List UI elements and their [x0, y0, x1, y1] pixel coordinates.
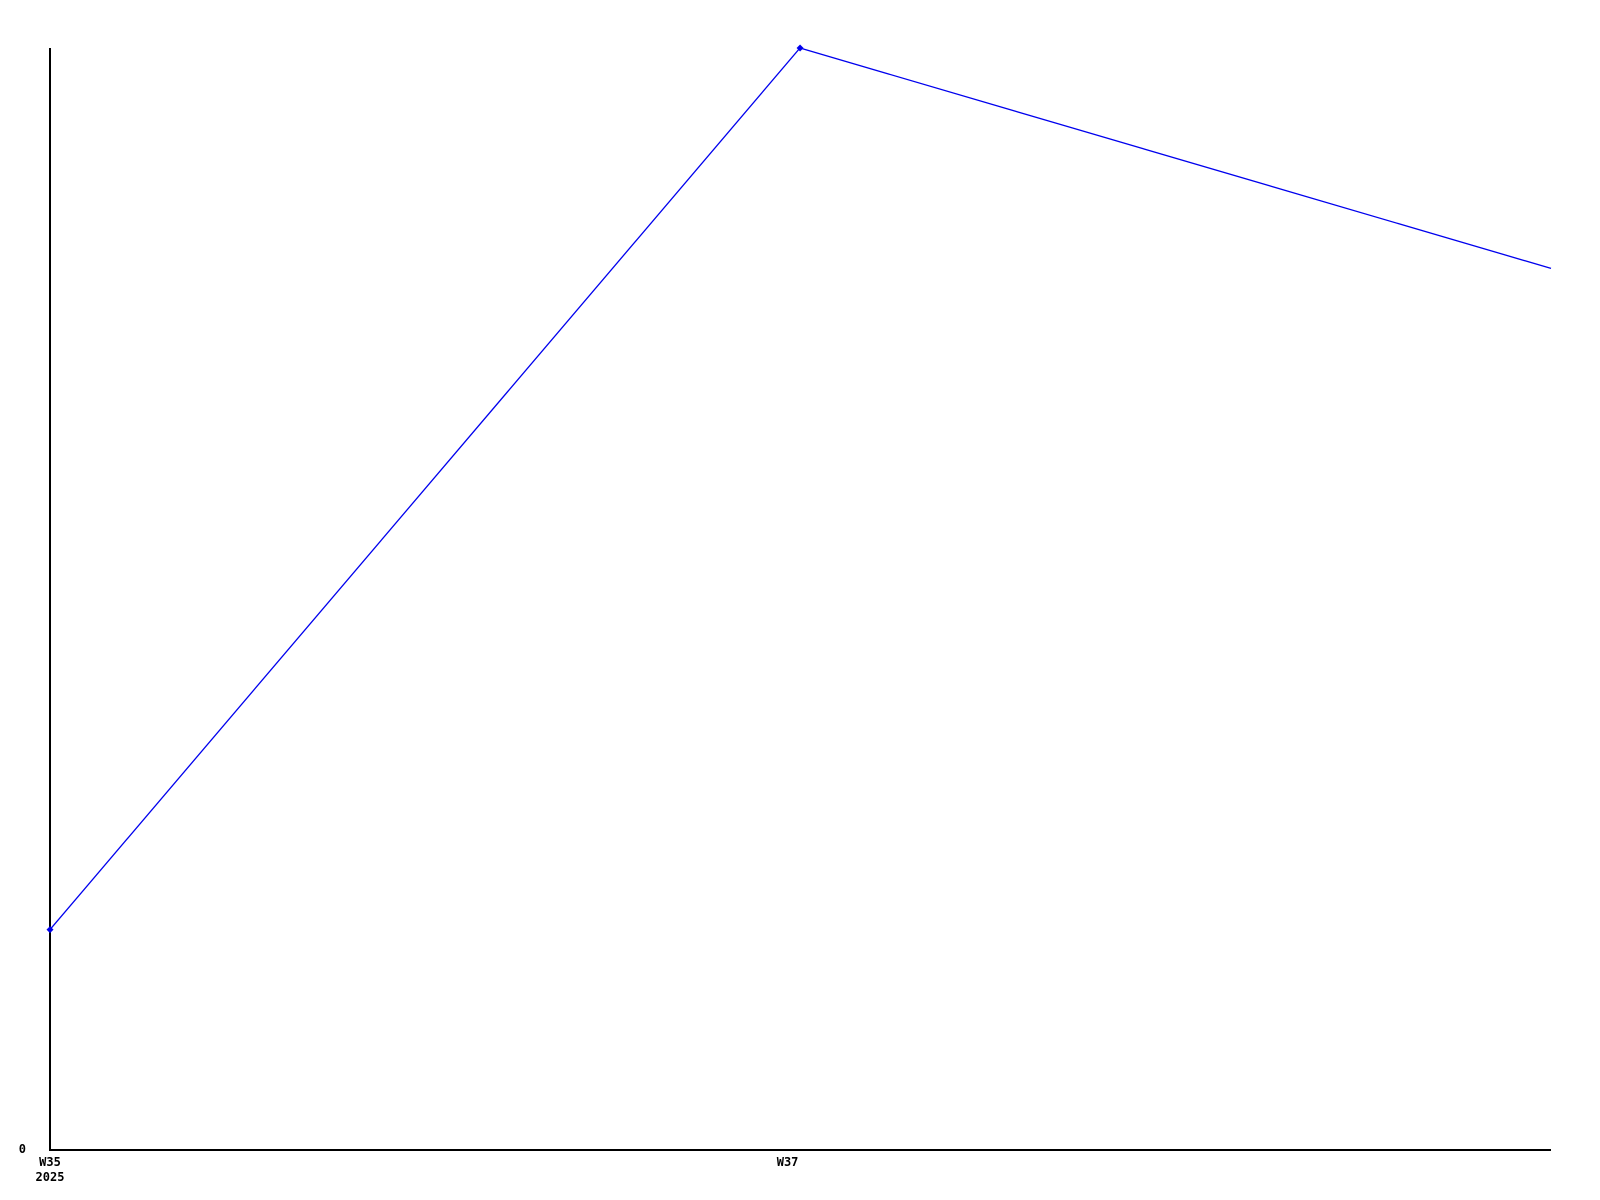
data-point-marker: [46, 926, 54, 934]
x-tick-label: W37: [777, 1155, 799, 1169]
x-tick-label: W35: [39, 1155, 61, 1169]
x-tick-label: 2025: [36, 1170, 65, 1184]
data-point-marker: [796, 44, 804, 52]
y-tick-label: 0: [19, 1142, 26, 1156]
series-line: [49, 47, 1552, 931]
